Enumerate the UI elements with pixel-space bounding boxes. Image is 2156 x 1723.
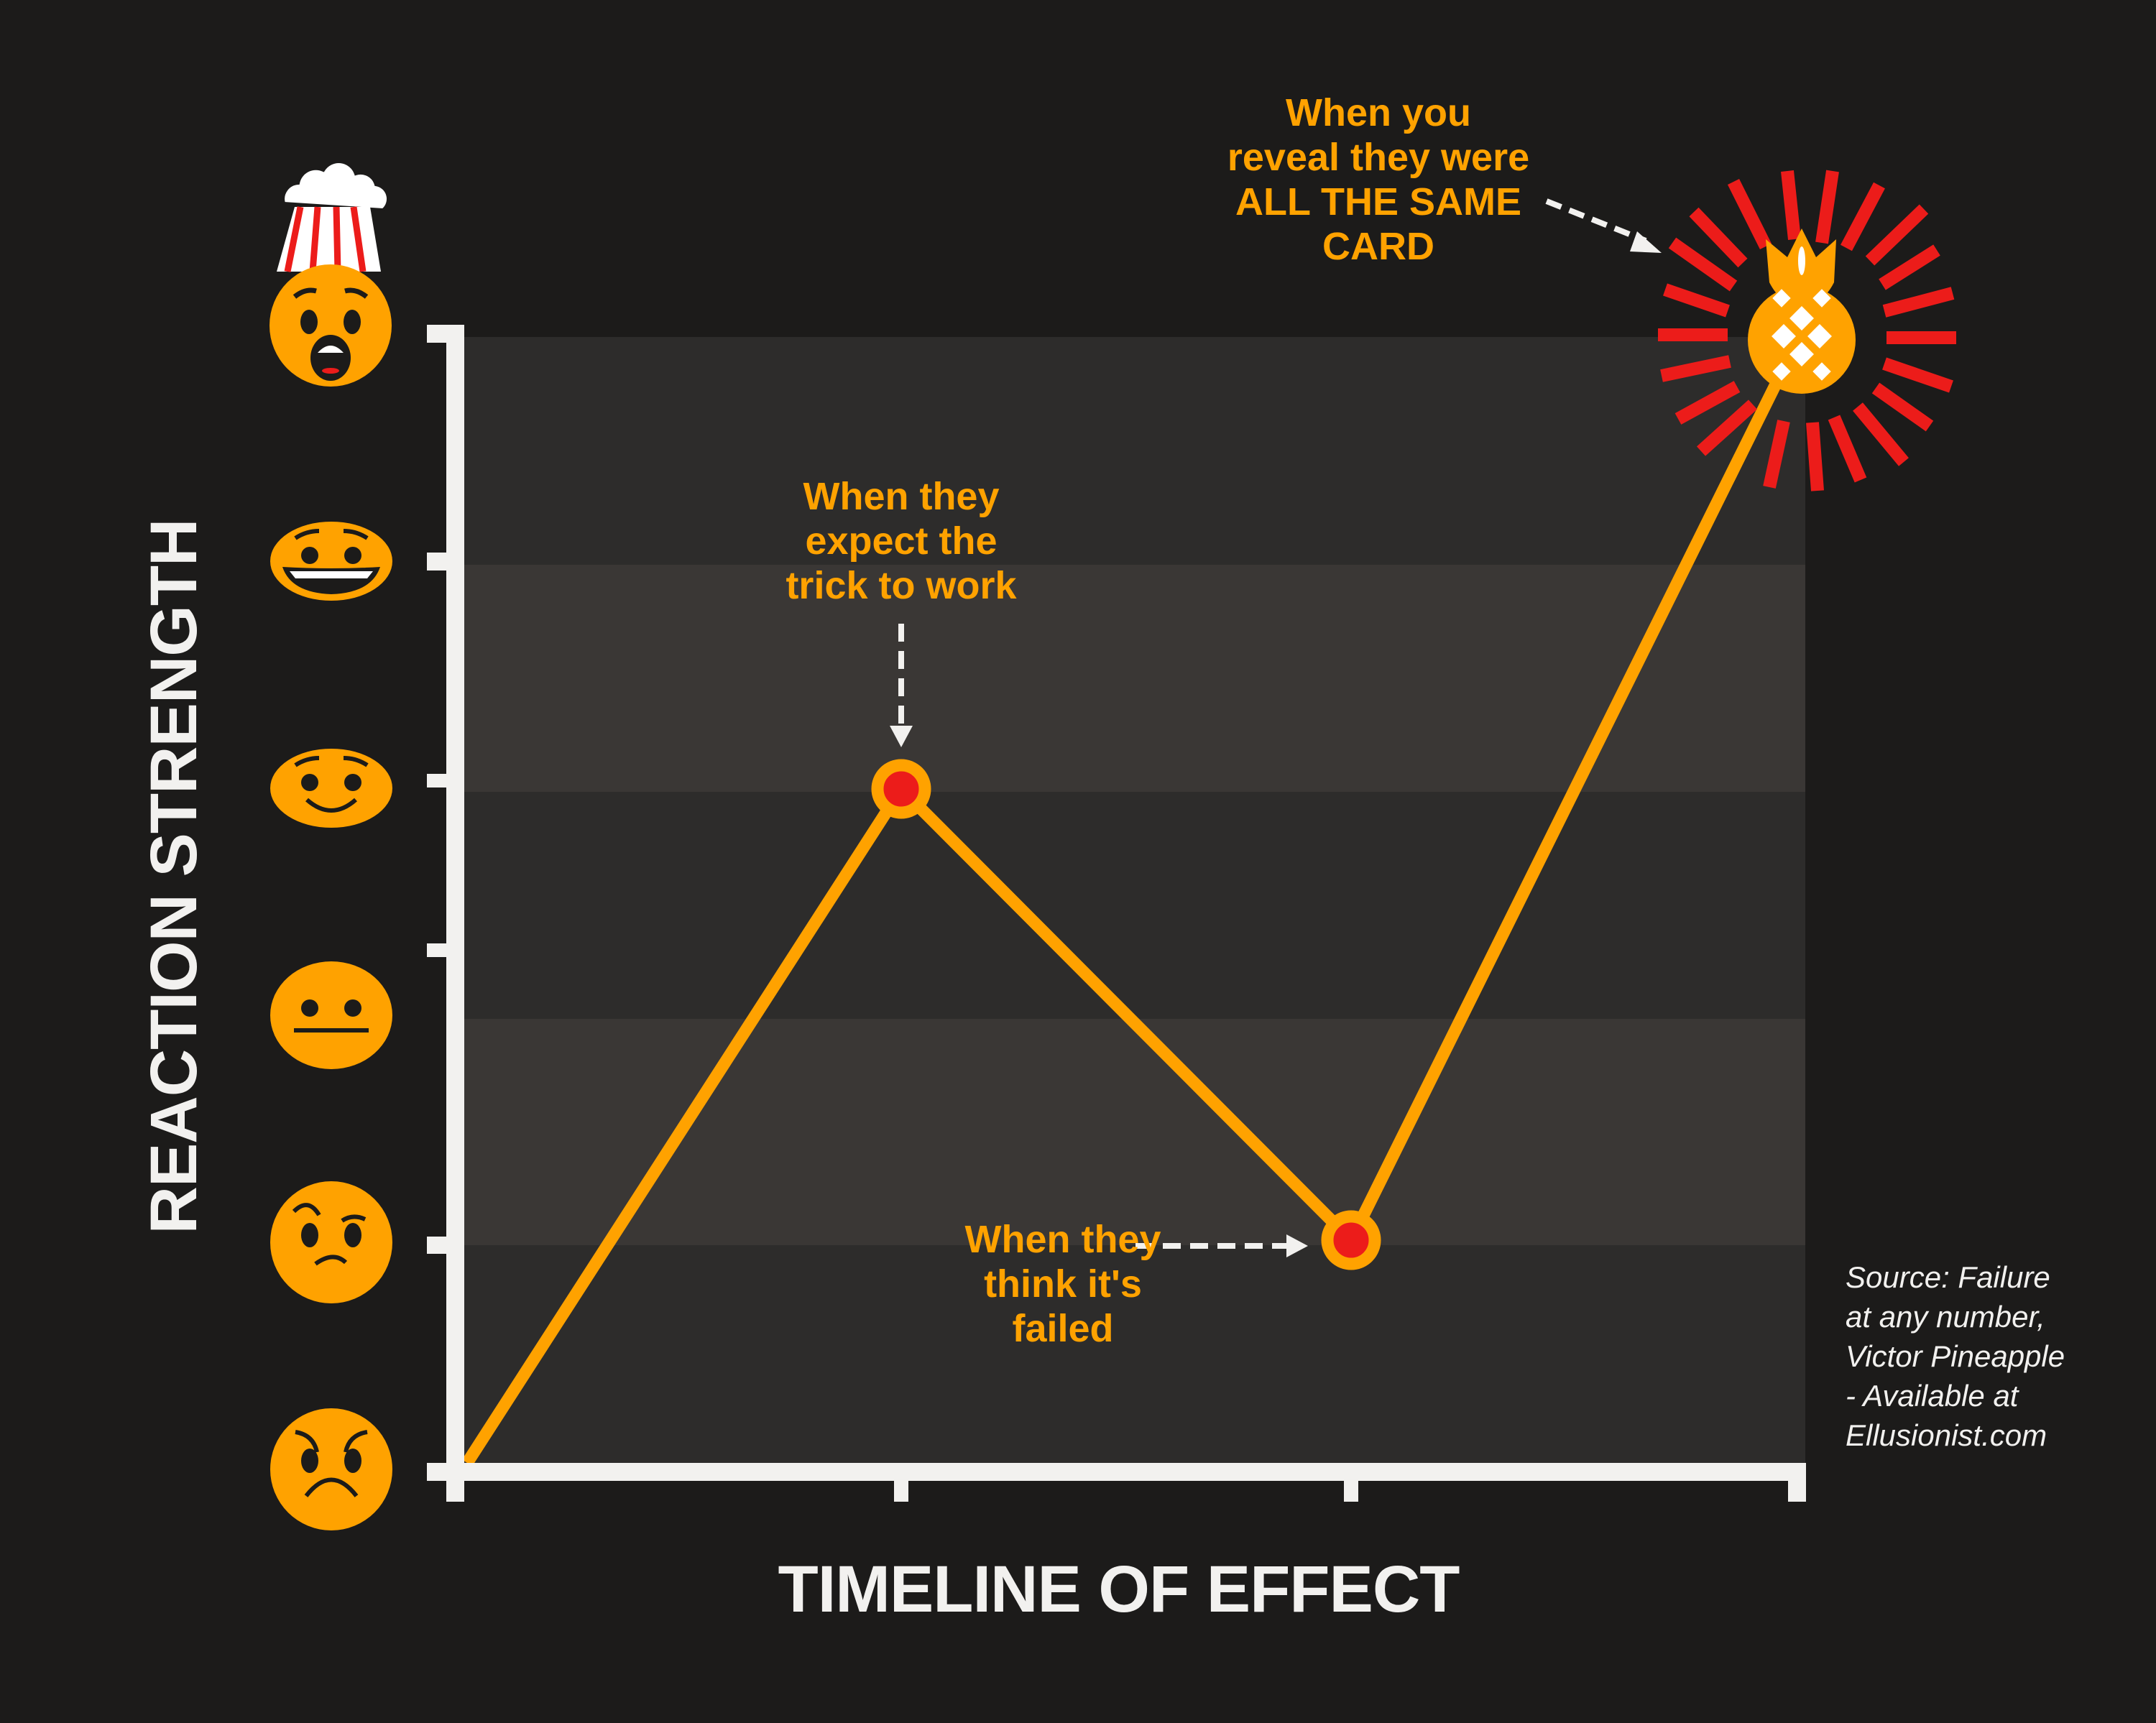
reaction-line xyxy=(461,335,1805,1466)
skeptical-face-icon xyxy=(270,1181,392,1303)
annotation-failed: When they think it's failed xyxy=(964,1218,1161,1350)
data-point-failed xyxy=(1321,1210,1381,1270)
data-point-expect xyxy=(871,759,931,819)
smiling-face-icon xyxy=(270,749,392,828)
x-axis xyxy=(427,1463,1806,1502)
grinning-face-icon xyxy=(270,522,392,601)
plot-bands xyxy=(464,337,1805,1463)
burst-rays-icon xyxy=(1658,170,1956,491)
pineapple-burst-icon xyxy=(1658,170,1956,491)
annotation-expect: When they expect the trick to work xyxy=(786,475,1017,607)
source-note: Source: Failure at any number, Victor Pi… xyxy=(1846,1260,2065,1452)
y-axis xyxy=(427,325,464,1502)
annotation-reveal: When you reveal they were ALL THE SAME C… xyxy=(1227,91,1530,268)
angry-face-icon xyxy=(270,1408,392,1530)
mind-blown-face-icon xyxy=(270,160,392,387)
arrow-reveal-icon xyxy=(1545,198,1662,253)
y-axis-label: REACTION STRENGTH xyxy=(137,519,211,1234)
x-axis-label: TIMELINE OF EFFECT xyxy=(778,1553,1460,1626)
arrow-failed-icon xyxy=(1135,1234,1308,1257)
neutral-face-icon xyxy=(270,961,392,1069)
arrow-expect-icon xyxy=(890,624,913,747)
